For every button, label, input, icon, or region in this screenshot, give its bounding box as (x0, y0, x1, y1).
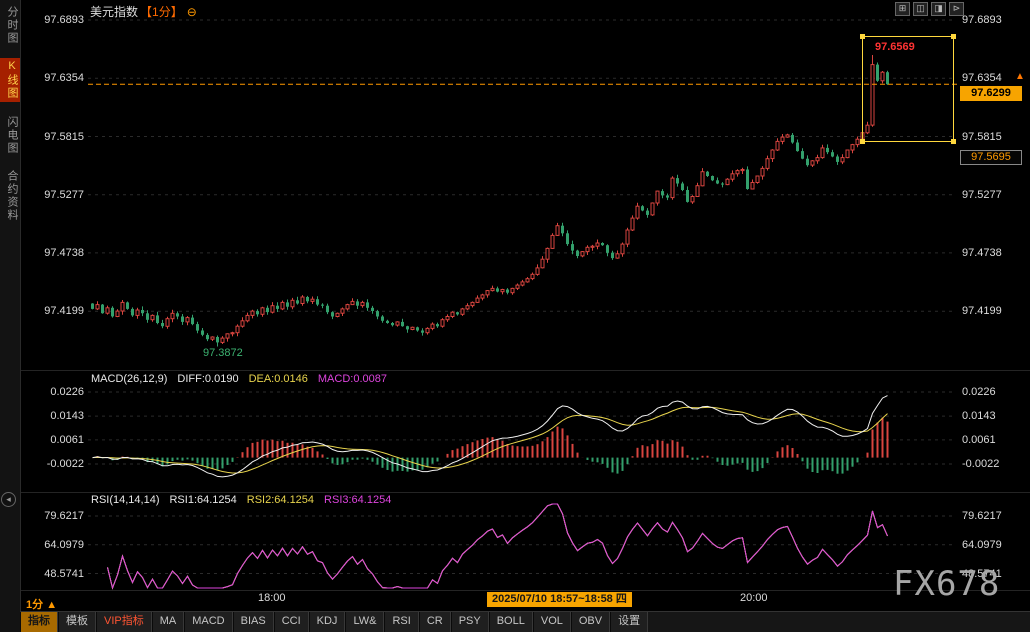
tab-BIAS[interactable]: BIAS (232, 612, 274, 632)
tab-OBV[interactable]: OBV (570, 612, 611, 632)
price-axis-label: 97.6354 (44, 72, 84, 85)
rsi-axis-label: 48.5741 (44, 567, 84, 580)
price-axis-label: 97.4199 (962, 305, 1002, 318)
price-axis-label: 97.4738 (44, 246, 84, 259)
macd-axis-label: 0.0061 (962, 433, 996, 446)
macd-axis-label: -0.0022 (962, 457, 1000, 470)
rsi-title: RSI(14,14,14) (91, 494, 160, 506)
tab-VIP指标[interactable]: VIP指标 (96, 612, 152, 632)
macd-axis-label: 0.0226 (50, 385, 84, 398)
rsi-axis-label: 79.6217 (962, 510, 1002, 522)
period-selector[interactable]: 1分 ▲ (26, 596, 57, 612)
time-axis-label: 20:00 (740, 592, 768, 604)
rsi3-value: RSI3:64.1254 (324, 494, 392, 506)
panel-view-icon[interactable]: ◨ (931, 2, 946, 16)
price-axis-label: 97.5277 (962, 188, 1002, 201)
current-price-badge: 97.6299 (960, 86, 1022, 101)
zoom-out-icon[interactable]: ⊖ (186, 5, 197, 19)
selection-handle-icon[interactable] (951, 139, 956, 144)
rsi-axis-label: 64.0979 (44, 538, 84, 551)
price-axis-label: 97.4738 (962, 246, 1002, 259)
price-up-arrow-icon: ▲ (1015, 71, 1025, 82)
selection-handle-icon[interactable] (951, 34, 956, 39)
rsi-axis-label: 48.5741 (962, 567, 1002, 580)
period-arrow-icon: ▲ (46, 599, 58, 611)
macd-axis-label: 0.0143 (50, 410, 84, 423)
symbol-title: 美元指数 (90, 5, 139, 19)
macd-axis-label: -0.0022 (46, 457, 84, 470)
tab-模板[interactable]: 模板 (58, 612, 96, 632)
macd-axis-label: 0.0143 (962, 410, 996, 423)
time-axis-label: 18:00 (258, 592, 286, 604)
session-high-label: 97.6569 (875, 41, 915, 53)
macd-hist-value: MACD:0.0087 (317, 373, 387, 385)
window-tool-icons: ⊞ ◫ ◨ ⊳ (895, 2, 964, 16)
tab-CR[interactable]: CR (418, 612, 451, 632)
period-value: 1分 (26, 599, 44, 611)
price-axis-label: 97.6354 (962, 72, 1002, 85)
tab-MACD[interactable]: MACD (184, 612, 233, 632)
price-axis-label: 97.5815 (44, 130, 84, 143)
tab-PSY[interactable]: PSY (450, 612, 489, 632)
sidebar-item-0[interactable]: 分时图 (6, 6, 18, 45)
macd-axis-label: 0.0061 (50, 433, 84, 446)
kline-view-icon[interactable]: ◫ (913, 2, 928, 16)
period-title: 【1分】 (140, 5, 183, 19)
rsi2-value: RSI2:64.1254 (246, 494, 315, 506)
sidebar-item-1[interactable]: K线图 (0, 58, 20, 102)
highlight-selection-box[interactable]: 97.6569 (860, 34, 956, 144)
selection-handle-icon[interactable] (860, 139, 865, 144)
price-axis-label: 97.4199 (44, 305, 84, 318)
panel-collapse-icon[interactable]: ◂ (1, 492, 16, 507)
sidebar-item-2[interactable]: 闪电图 (6, 116, 18, 155)
rsi-axis-label: 79.6217 (44, 510, 84, 522)
price-axis-label: 97.5277 (44, 188, 84, 201)
price-axis-label: 97.5815 (962, 130, 1002, 143)
indicator-toolbar: 指标 模板 VIP指标 MA MACD BIAS CCI KDJ LW& RSI CR PSY BOLL… (20, 611, 1030, 632)
tab-RSI[interactable]: RSI (384, 612, 419, 632)
secondary-price-badge: 97.5695 (960, 150, 1022, 165)
selection-handle-icon[interactable] (860, 34, 865, 39)
grid-view-icon[interactable]: ⊞ (895, 2, 910, 16)
tab-指标[interactable]: 指标 (20, 612, 58, 632)
macd-dea-value: DEA:0.0146 (248, 373, 308, 385)
tab-BOLL[interactable]: BOLL (488, 612, 533, 632)
rsi-axis-label: 64.0979 (962, 538, 1002, 551)
macd-indicator-row: MACD(26,12,9) DIFF:0.0190 DEA:0.0146 MAC… (91, 373, 387, 385)
watermark: FX678 (893, 564, 1001, 604)
price-axis-label: 97.6893 (44, 14, 84, 26)
tab-KDJ[interactable]: KDJ (308, 612, 346, 632)
tab-设置[interactable]: 设置 (610, 612, 649, 632)
session-low-label: 97.3872 (203, 347, 243, 359)
next-view-icon[interactable]: ⊳ (949, 2, 964, 16)
macd-title: MACD(26,12,9) (91, 373, 168, 385)
tab-MA[interactable]: MA (151, 612, 185, 632)
session-info-badge: 2025/07/10 18:57~18:58 四 (487, 592, 632, 607)
tab-VOL[interactable]: VOL (532, 612, 571, 632)
chart-type-sidebar: 分时图 K线图闪电图合约资料 (0, 0, 21, 632)
sidebar-item-3[interactable]: 合约资料 (6, 170, 18, 222)
price-axis-label: 97.6893 (962, 14, 1002, 26)
macd-axis-label: 0.0226 (962, 385, 996, 398)
rsi1-value: RSI1:64.1254 (169, 494, 237, 506)
macd-diff-value: DIFF:0.0190 (177, 373, 239, 385)
tab-LW&[interactable]: LW& (345, 612, 385, 632)
rsi-indicator-row: RSI(14,14,14) RSI1:64.1254 RSI2:64.1254 … (91, 494, 391, 506)
chart-title: 美元指数 【1分】 ⊖ (90, 3, 197, 20)
tab-CCI[interactable]: CCI (273, 612, 309, 632)
